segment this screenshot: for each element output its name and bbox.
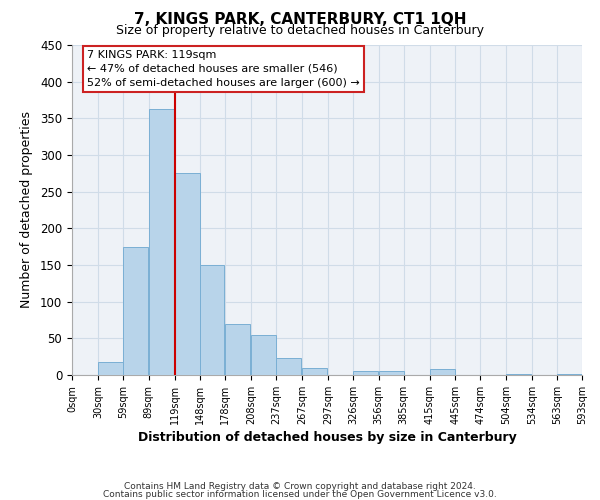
Bar (149, 109, 173, 375)
Bar (199, 265, 224, 375)
Text: 7 KINGS PARK: 119sqm
← 47% of detached houses are smaller (546)
52% of semi-deta: 7 KINGS PARK: 119sqm ← 47% of detached h… (88, 50, 360, 88)
Bar (276, 358, 301, 375)
Bar (123, 246, 148, 375)
Bar (251, 334, 276, 375)
Text: 7, KINGS PARK, CANTERBURY, CT1 1QH: 7, KINGS PARK, CANTERBURY, CT1 1QH (134, 12, 466, 28)
Bar (430, 369, 455, 375)
X-axis label: Distribution of detached houses by size in Canterbury: Distribution of detached houses by size … (137, 431, 517, 444)
Bar (506, 374, 531, 375)
Text: Size of property relative to detached houses in Canterbury: Size of property relative to detached ho… (116, 24, 484, 37)
Bar (175, 174, 199, 375)
Bar (353, 370, 378, 375)
Text: Contains HM Land Registry data © Crown copyright and database right 2024.: Contains HM Land Registry data © Crown c… (124, 482, 476, 491)
Bar (302, 368, 327, 375)
Bar (226, 324, 250, 375)
Bar (98, 362, 123, 375)
Bar (379, 370, 404, 375)
Y-axis label: Number of detached properties: Number of detached properties (20, 112, 33, 308)
Text: Contains public sector information licensed under the Open Government Licence v3: Contains public sector information licen… (103, 490, 497, 499)
Bar (557, 374, 582, 375)
